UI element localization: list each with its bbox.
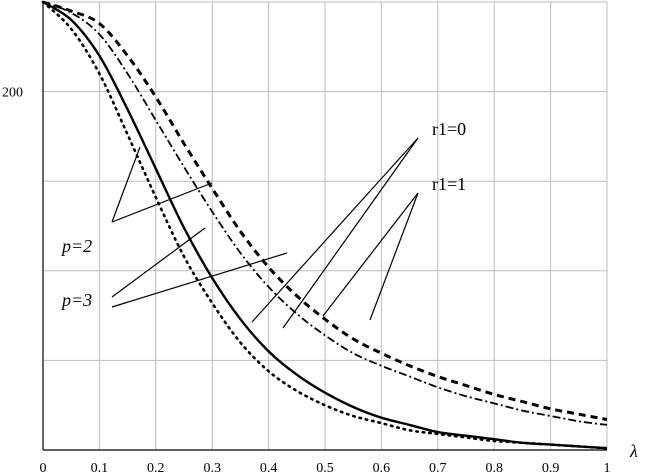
- x-tick-label-3: 0.3: [203, 461, 221, 476]
- x-tick-label-1: 0.1: [91, 461, 109, 476]
- curves: [41, 0, 609, 450]
- y-tick-label-0: 200: [2, 86, 23, 101]
- x-tick-label-7: 0.7: [429, 461, 447, 476]
- p2-leader-2: [111, 182, 213, 223]
- p3-leader-2: [111, 252, 288, 308]
- annotations: r1=0 r1=1 p=2 p=3 λ: [60, 119, 638, 461]
- x-tick-label-4: 0.4: [260, 461, 278, 476]
- r1-1-label: r1=1: [432, 174, 466, 194]
- curve-p2_r1_1: [42, 0, 608, 421]
- x-tick-label-0: 0: [40, 461, 47, 476]
- p3-label: p=3: [60, 290, 92, 310]
- r1-0-leader-2: [282, 137, 419, 329]
- tick-labels: 0 0.1 0.2 0.3 0.4 0.5 0.6 0.7 0.8 0.9 1 200: [2, 86, 611, 476]
- r1-0-label: r1=0: [432, 119, 466, 139]
- p2-label: p=2: [60, 236, 92, 256]
- x-tick-label-8: 0.8: [485, 461, 503, 476]
- x-tick-label-2: 0.2: [147, 461, 165, 476]
- x-tick-label-5: 0.5: [316, 461, 334, 476]
- p3-leader-1: [111, 227, 206, 298]
- curve-p2_r1_0: [42, 1, 608, 426]
- x-tick-label-10: 1: [604, 461, 611, 476]
- r1-1-leader-2: [369, 192, 419, 321]
- x-axis-label: λ: [629, 441, 638, 461]
- r1-0-leader-1: [251, 137, 419, 323]
- r1-1-leader-1: [322, 192, 419, 317]
- x-tick-label-9: 0.9: [542, 461, 560, 476]
- p2-leader-1: [111, 146, 141, 223]
- grid: [43, 1, 608, 450]
- axes: [42, 2, 607, 451]
- curve-p3_r1_1: [41, 0, 609, 450]
- x-tick-label-6: 0.6: [373, 461, 391, 476]
